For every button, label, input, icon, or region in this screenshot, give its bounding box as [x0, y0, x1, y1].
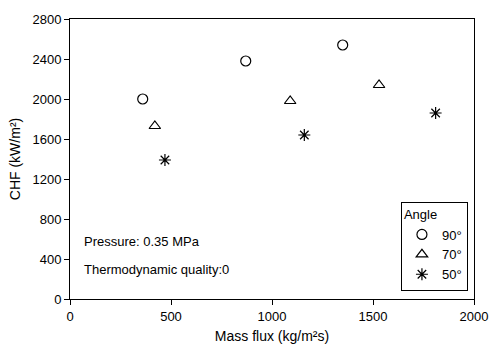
svg-text:CHF (kW/m²): CHF (kW/m²) — [7, 118, 23, 200]
svg-text:90°: 90° — [442, 228, 462, 243]
svg-text:0: 0 — [54, 292, 61, 307]
svg-text:1500: 1500 — [359, 309, 388, 324]
svg-text:Pressure: 0.35 MPa: Pressure: 0.35 MPa — [84, 234, 200, 249]
svg-text:70°: 70° — [442, 247, 462, 262]
svg-text:2000: 2000 — [460, 309, 489, 324]
svg-text:1600: 1600 — [32, 132, 61, 147]
svg-text:1200: 1200 — [32, 172, 61, 187]
svg-text:500: 500 — [160, 309, 182, 324]
svg-text:Thermodynamic quality:0: Thermodynamic quality:0 — [84, 262, 229, 277]
svg-text:800: 800 — [40, 212, 62, 227]
svg-text:0: 0 — [66, 309, 73, 324]
svg-text:400: 400 — [40, 252, 62, 267]
svg-text:50°: 50° — [442, 267, 462, 282]
svg-text:2000: 2000 — [32, 92, 61, 107]
svg-text:2400: 2400 — [32, 52, 61, 67]
svg-text:1000: 1000 — [258, 309, 287, 324]
svg-text:2800: 2800 — [32, 12, 61, 27]
svg-text:Mass flux (kg/m²s): Mass flux (kg/m²s) — [215, 328, 329, 344]
svg-text:Angle: Angle — [404, 208, 437, 223]
